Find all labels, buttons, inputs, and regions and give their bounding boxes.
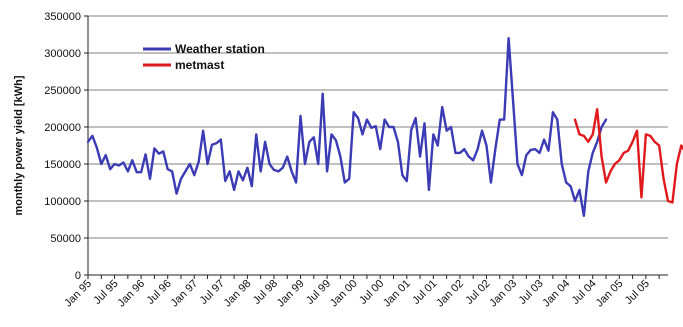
- series-line-metmast: [573, 108, 683, 204]
- y-tick-label: 300000: [44, 48, 81, 60]
- plot-area: [88, 16, 668, 275]
- x-tick-label: Jan 96: [115, 278, 147, 310]
- x-tick-label: Jan 01: [381, 278, 413, 310]
- x-tick-label: Jul 05: [623, 278, 652, 307]
- y-tick-label: 200000: [44, 122, 81, 134]
- legend-label: Weather station: [175, 42, 265, 56]
- y-tick-label: 0: [75, 270, 81, 282]
- x-tick-label: Jan 95: [62, 278, 94, 310]
- y-tick-label: 150000: [44, 159, 81, 171]
- x-tick-label: Jan 99: [275, 278, 307, 310]
- y-axis-title: monthly power yield [kWh]: [13, 75, 25, 215]
- y-tick-label: 350000: [44, 11, 81, 23]
- y-tick-label: 50000: [50, 233, 81, 245]
- x-tick-label: Jan 97: [169, 278, 201, 310]
- x-tick-label: Jan 05: [594, 278, 626, 310]
- y-tick-label: 250000: [44, 85, 81, 97]
- x-tick-label: Jan 00: [328, 278, 360, 310]
- series-line-weather-station: [86, 37, 608, 218]
- x-tick-label: Jan 04: [540, 278, 572, 310]
- x-tick-label: Jan 02: [434, 278, 466, 310]
- y-tick-label: 100000: [44, 196, 81, 208]
- x-tick-label: Jan 98: [222, 278, 254, 310]
- legend-label: metmast: [175, 58, 224, 72]
- x-tick-label: Jan 03: [487, 278, 519, 310]
